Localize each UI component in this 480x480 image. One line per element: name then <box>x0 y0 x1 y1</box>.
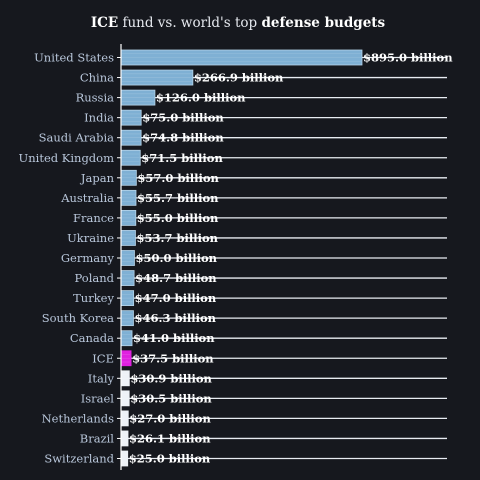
value-label: $37.5 billion <box>132 351 214 365</box>
value-label: $48.7 billion <box>135 271 217 285</box>
value-label: $26.1 billion <box>129 431 211 445</box>
value-label: $71.5 billion <box>141 151 223 165</box>
category-label: Ukraine <box>67 231 114 245</box>
category-label: United States <box>34 51 114 65</box>
category-label: South Korea <box>42 311 114 325</box>
value-label: $266.9 billion <box>194 71 284 85</box>
value-label: $55.7 billion <box>137 191 219 205</box>
value-label: $75.0 billion <box>142 111 224 125</box>
chart-title: ICE fund vs. world's top defense budgets <box>91 15 386 31</box>
category-label: ICE <box>92 351 114 365</box>
value-label: $74.8 billion <box>142 131 224 145</box>
value-label: $41.0 billion <box>133 331 215 345</box>
value-label: $55.0 billion <box>137 211 219 225</box>
category-label: China <box>80 71 114 85</box>
category-label: Poland <box>75 271 115 285</box>
value-label: $53.7 billion <box>136 231 218 245</box>
chart-title-part: ICE <box>91 15 118 31</box>
value-label: $47.0 billion <box>135 291 217 305</box>
category-label: Switzerland <box>44 452 114 466</box>
category-label: Russia <box>76 91 115 105</box>
category-label: Brazil <box>80 431 115 445</box>
value-label: $46.3 billion <box>134 311 216 325</box>
chart-title-part: defense budgets <box>261 15 385 31</box>
category-label: Australia <box>60 191 114 205</box>
value-label: $895.0 billion <box>363 51 453 65</box>
category-label: Netherlands <box>42 411 115 425</box>
value-label: $30.9 billion <box>130 371 212 385</box>
value-label: $57.0 billion <box>137 171 219 185</box>
value-label: $126.0 billion <box>156 91 246 105</box>
category-label: Canada <box>70 331 114 345</box>
category-label: Germany <box>61 251 115 265</box>
category-label: France <box>73 211 114 225</box>
category-label: Turkey <box>73 291 114 305</box>
value-label: $30.5 billion <box>130 391 212 405</box>
value-label: $50.0 billion <box>135 251 217 265</box>
value-label: $25.0 billion <box>129 452 211 466</box>
category-label: Japan <box>80 171 115 185</box>
category-label: Israel <box>81 391 115 405</box>
category-label: Italy <box>88 371 115 385</box>
bars-layer: United States $895.0 billion China $266.9 b… <box>19 49 453 467</box>
chart-title-part: fund vs. world's top <box>118 15 261 31</box>
category-label: Saudi Arabia <box>39 131 115 145</box>
category-label: India <box>84 111 114 125</box>
category-label: United Kingdom <box>19 151 115 165</box>
value-label: $27.0 billion <box>129 411 211 425</box>
